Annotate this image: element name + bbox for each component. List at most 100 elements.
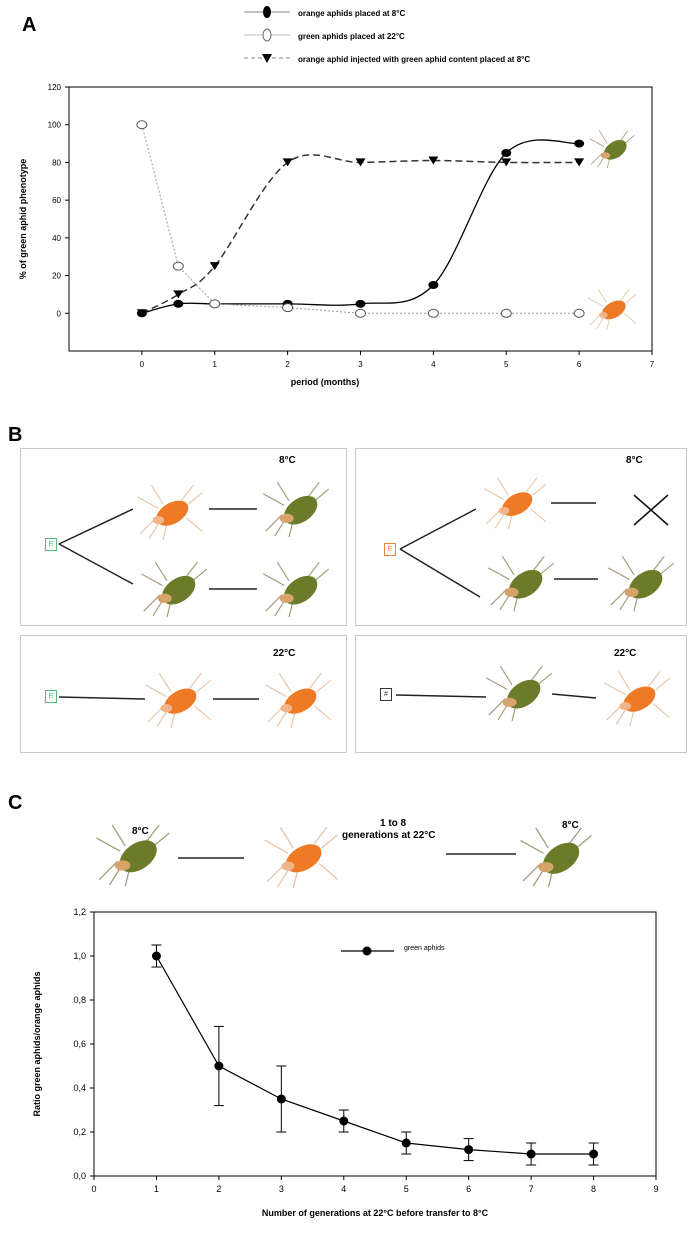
x-tick-label-c: 4 <box>341 1184 346 1194</box>
point-green-aphids-6 <box>526 1149 536 1159</box>
c-middle-line1: 1 to 8 <box>380 818 407 829</box>
point-green-aphids-5 <box>464 1145 474 1155</box>
box2-marker: E <box>384 543 396 556</box>
point-green-aphids-2 <box>276 1094 286 1104</box>
series-line-a-1 <box>141 124 580 314</box>
x-tick-label-c: 6 <box>466 1184 471 1194</box>
x-tick-label-a: 7 <box>650 360 655 369</box>
x-tick-label-a: 0 <box>140 360 145 369</box>
point-green-7 <box>573 308 585 318</box>
y-tick-label-a: 120 <box>48 83 62 92</box>
c-left-temp: 8°C <box>132 826 149 837</box>
box3-temp: 22°C <box>273 648 296 659</box>
arrow <box>58 543 134 585</box>
y-tick-label-c: 1,0 <box>73 951 86 961</box>
point-green-aphids-0 <box>151 951 161 961</box>
orange-aphid-icon <box>136 484 204 541</box>
x-tick-label-c: 5 <box>404 1184 409 1194</box>
legend-a: orange aphids placed at 8°C green aphids… <box>244 6 530 64</box>
point-injected-4 <box>355 158 366 167</box>
series-line-a-2 <box>141 154 580 314</box>
y-tick-label-a: 20 <box>52 272 61 281</box>
arrow <box>399 548 481 598</box>
x-axis-label-c: Number of generations at 22°C before tra… <box>262 1208 489 1218</box>
x-tick-label-c: 0 <box>91 1184 96 1194</box>
x-tick-label-a: 6 <box>577 360 582 369</box>
y-tick-label-c: 1,2 <box>73 907 86 917</box>
diagram-c-header <box>95 824 593 889</box>
x-tick-label-a: 4 <box>431 360 436 369</box>
legend-a-item-2: orange aphid injected with green aphid c… <box>298 55 530 64</box>
point-orange-1 <box>173 299 184 308</box>
y-tick-label-a: 80 <box>52 158 61 167</box>
point-green-0 <box>136 120 148 130</box>
x-tick-label-a: 5 <box>504 360 509 369</box>
point-injected-0 <box>136 309 147 318</box>
arrow <box>58 508 134 545</box>
orange-aphid-icon <box>603 670 671 727</box>
box4-marker: # <box>380 688 392 701</box>
green-aphid-icon <box>262 481 330 538</box>
point-injected-6 <box>501 158 512 167</box>
diagram-box-3: 22°C E <box>20 635 347 753</box>
point-injected-3 <box>282 158 293 167</box>
panel-c-label: C <box>8 792 23 814</box>
y-tick-label-c: 0,0 <box>73 1171 86 1181</box>
green-aphid-icon <box>262 561 330 618</box>
point-green-4 <box>355 308 366 318</box>
diagram-box-2: 8°C E <box>355 448 687 626</box>
box1-marker: E <box>45 538 57 551</box>
x-mark-icon <box>633 494 669 526</box>
point-green-aphids-3 <box>339 1116 349 1126</box>
green-aphid-icon <box>487 555 555 612</box>
green-aphid-icon <box>607 555 675 612</box>
green-aphid-icon <box>140 561 208 618</box>
box2-temp: 8°C <box>626 455 643 466</box>
diagram-box-1: 8°C E <box>20 448 347 626</box>
point-injected-5 <box>428 156 439 165</box>
orange-aphid-icon <box>264 672 332 729</box>
arrow <box>58 696 146 700</box>
x-tick-label-c: 1 <box>154 1184 159 1194</box>
y-tick-label-c: 0,8 <box>73 995 86 1005</box>
x-tick-label-a: 2 <box>285 360 290 369</box>
y-axis-label-a: % of green aphid phenotype <box>18 159 28 280</box>
legend-c: green aphids <box>341 945 445 956</box>
y-axis-label-c: Ratio green aphids/orange aphids <box>32 971 42 1116</box>
x-tick-label-c: 7 <box>529 1184 534 1194</box>
y-tick-label-c: 0,4 <box>73 1083 86 1093</box>
point-green-aphids-7 <box>589 1149 599 1159</box>
point-orange-4 <box>355 299 366 308</box>
green-aphid-icon <box>589 130 635 169</box>
green-aphid-icon <box>485 665 553 722</box>
point-injected-2 <box>209 262 220 271</box>
x-tick-label-a: 3 <box>358 360 363 369</box>
y-tick-label-c: 0,6 <box>73 1039 86 1049</box>
point-green-3 <box>282 303 294 313</box>
x-tick-label-c: 2 <box>216 1184 221 1194</box>
box1-arrows <box>58 481 330 618</box>
x-tick-label-a: 1 <box>213 360 218 369</box>
panel-a-label: A <box>22 14 37 36</box>
legend-c-item-0: green aphids <box>404 945 445 952</box>
point-green-aphids-1 <box>214 1061 224 1071</box>
diagram-box-4: 22°C # <box>355 635 687 753</box>
chart-a: orange aphids placed at 8°C green aphids… <box>18 6 655 387</box>
box1-temp: 8°C <box>279 455 296 466</box>
chart-c: green aphids 0 1 2 3 4 5 6 7 8 9 0,0 0,2 0,4 0,6 0,8 1,… <box>32 907 659 1218</box>
y-tick-label-a: 100 <box>48 121 62 130</box>
point-green-6 <box>500 308 512 318</box>
point-green-2 <box>209 299 221 309</box>
legend-marker-green <box>262 28 272 42</box>
arrow <box>395 694 487 698</box>
orange-aphid-icon <box>263 826 339 889</box>
box4-arrows <box>395 665 671 727</box>
box3-arrows <box>58 672 332 729</box>
arrow <box>551 693 597 699</box>
x-tick-label-c: 9 <box>653 1184 658 1194</box>
legend-marker-green-aphids <box>362 946 372 956</box>
green-aphid-icon <box>519 827 593 889</box>
y-tick-label-a: 40 <box>52 234 61 243</box>
series-line-c <box>155 955 594 1155</box>
legend-marker-orange <box>263 6 271 18</box>
